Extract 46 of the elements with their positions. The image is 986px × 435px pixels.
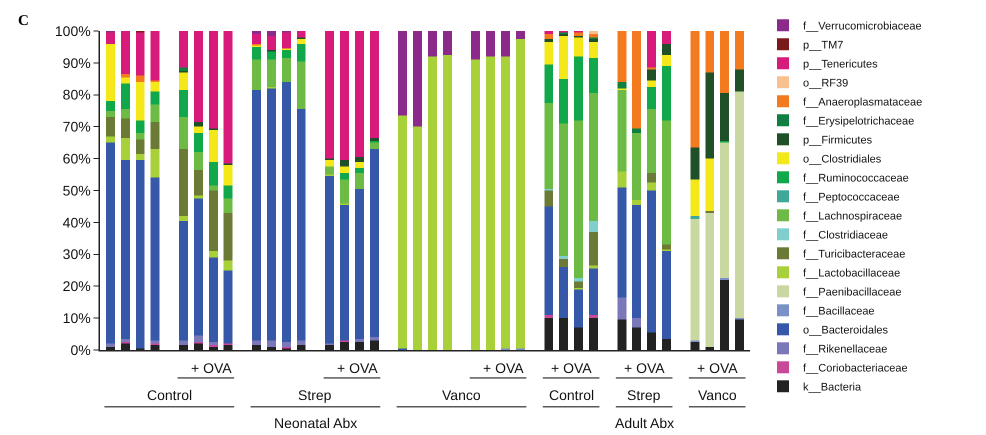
y-tick-label: 50% [62,182,91,198]
text: + OVA [624,360,666,376]
y-tick-label: 30% [62,246,91,262]
legend-label: o__Bacteroidales [803,324,889,337]
legend-label: f__Peptococcaceae [803,192,900,204]
legend-label: p__TM7 [803,40,844,52]
text: Adult Abx [615,415,674,431]
text: Strep [298,387,332,403]
y-tick-label: 40% [62,214,91,230]
legend-label: p__Firmicutes [803,134,873,147]
text: + OVA [337,360,378,376]
y-tick-label: 0% [70,342,91,358]
text: Control [549,387,594,403]
legend-label: k__Bacteria [803,382,862,394]
legend-label: f__Lachnospiraceae [803,210,902,223]
y-tick-label: 70% [62,118,91,135]
legend-label: f__Coriobacteriaceae [803,362,908,375]
text: C [18,13,29,29]
text: + OVA [551,360,592,376]
legend-label: f__Verrucomicrobiaceae [803,20,922,33]
legend-label: f__Clostridiaceae [803,230,888,242]
legend-label: f__Anaeroplasmataceae [803,96,922,109]
text: Vanco [442,387,481,403]
legend-label: f__Bacillaceae [803,306,875,318]
y-tick-label: 90% [62,54,91,71]
text: Control [147,387,192,403]
y-tick-label: 80% [62,86,91,103]
y-tick-label: 60% [62,150,91,166]
text: Vanco [698,387,737,403]
text: + OVA [483,360,524,376]
legend-label: f__Turicibacteraceae [803,248,906,261]
text: + OVA [191,360,232,376]
legend-label: f__Erysipelotrichaceae [803,116,914,128]
legend-label: o__Clostridiales [803,154,882,166]
text: Strep [627,387,661,403]
legend-label: p__Tenericutes [803,58,878,71]
text: Neonatal Abx [274,415,358,431]
legend-label: o__RF39 [803,78,848,90]
legend-label: f__Lactobacillaceae [803,268,900,280]
legend-label: f__Ruminococcaceae [803,172,909,185]
text: + OVA [697,360,738,376]
y-tick-label: 20% [62,278,91,294]
y-tick-label: 100% [54,22,91,39]
y-tick-label: 10% [62,310,91,326]
legend-label: f__Paenibacillaceae [803,286,902,299]
legend-label: f__Rikenellaceae [803,344,888,356]
